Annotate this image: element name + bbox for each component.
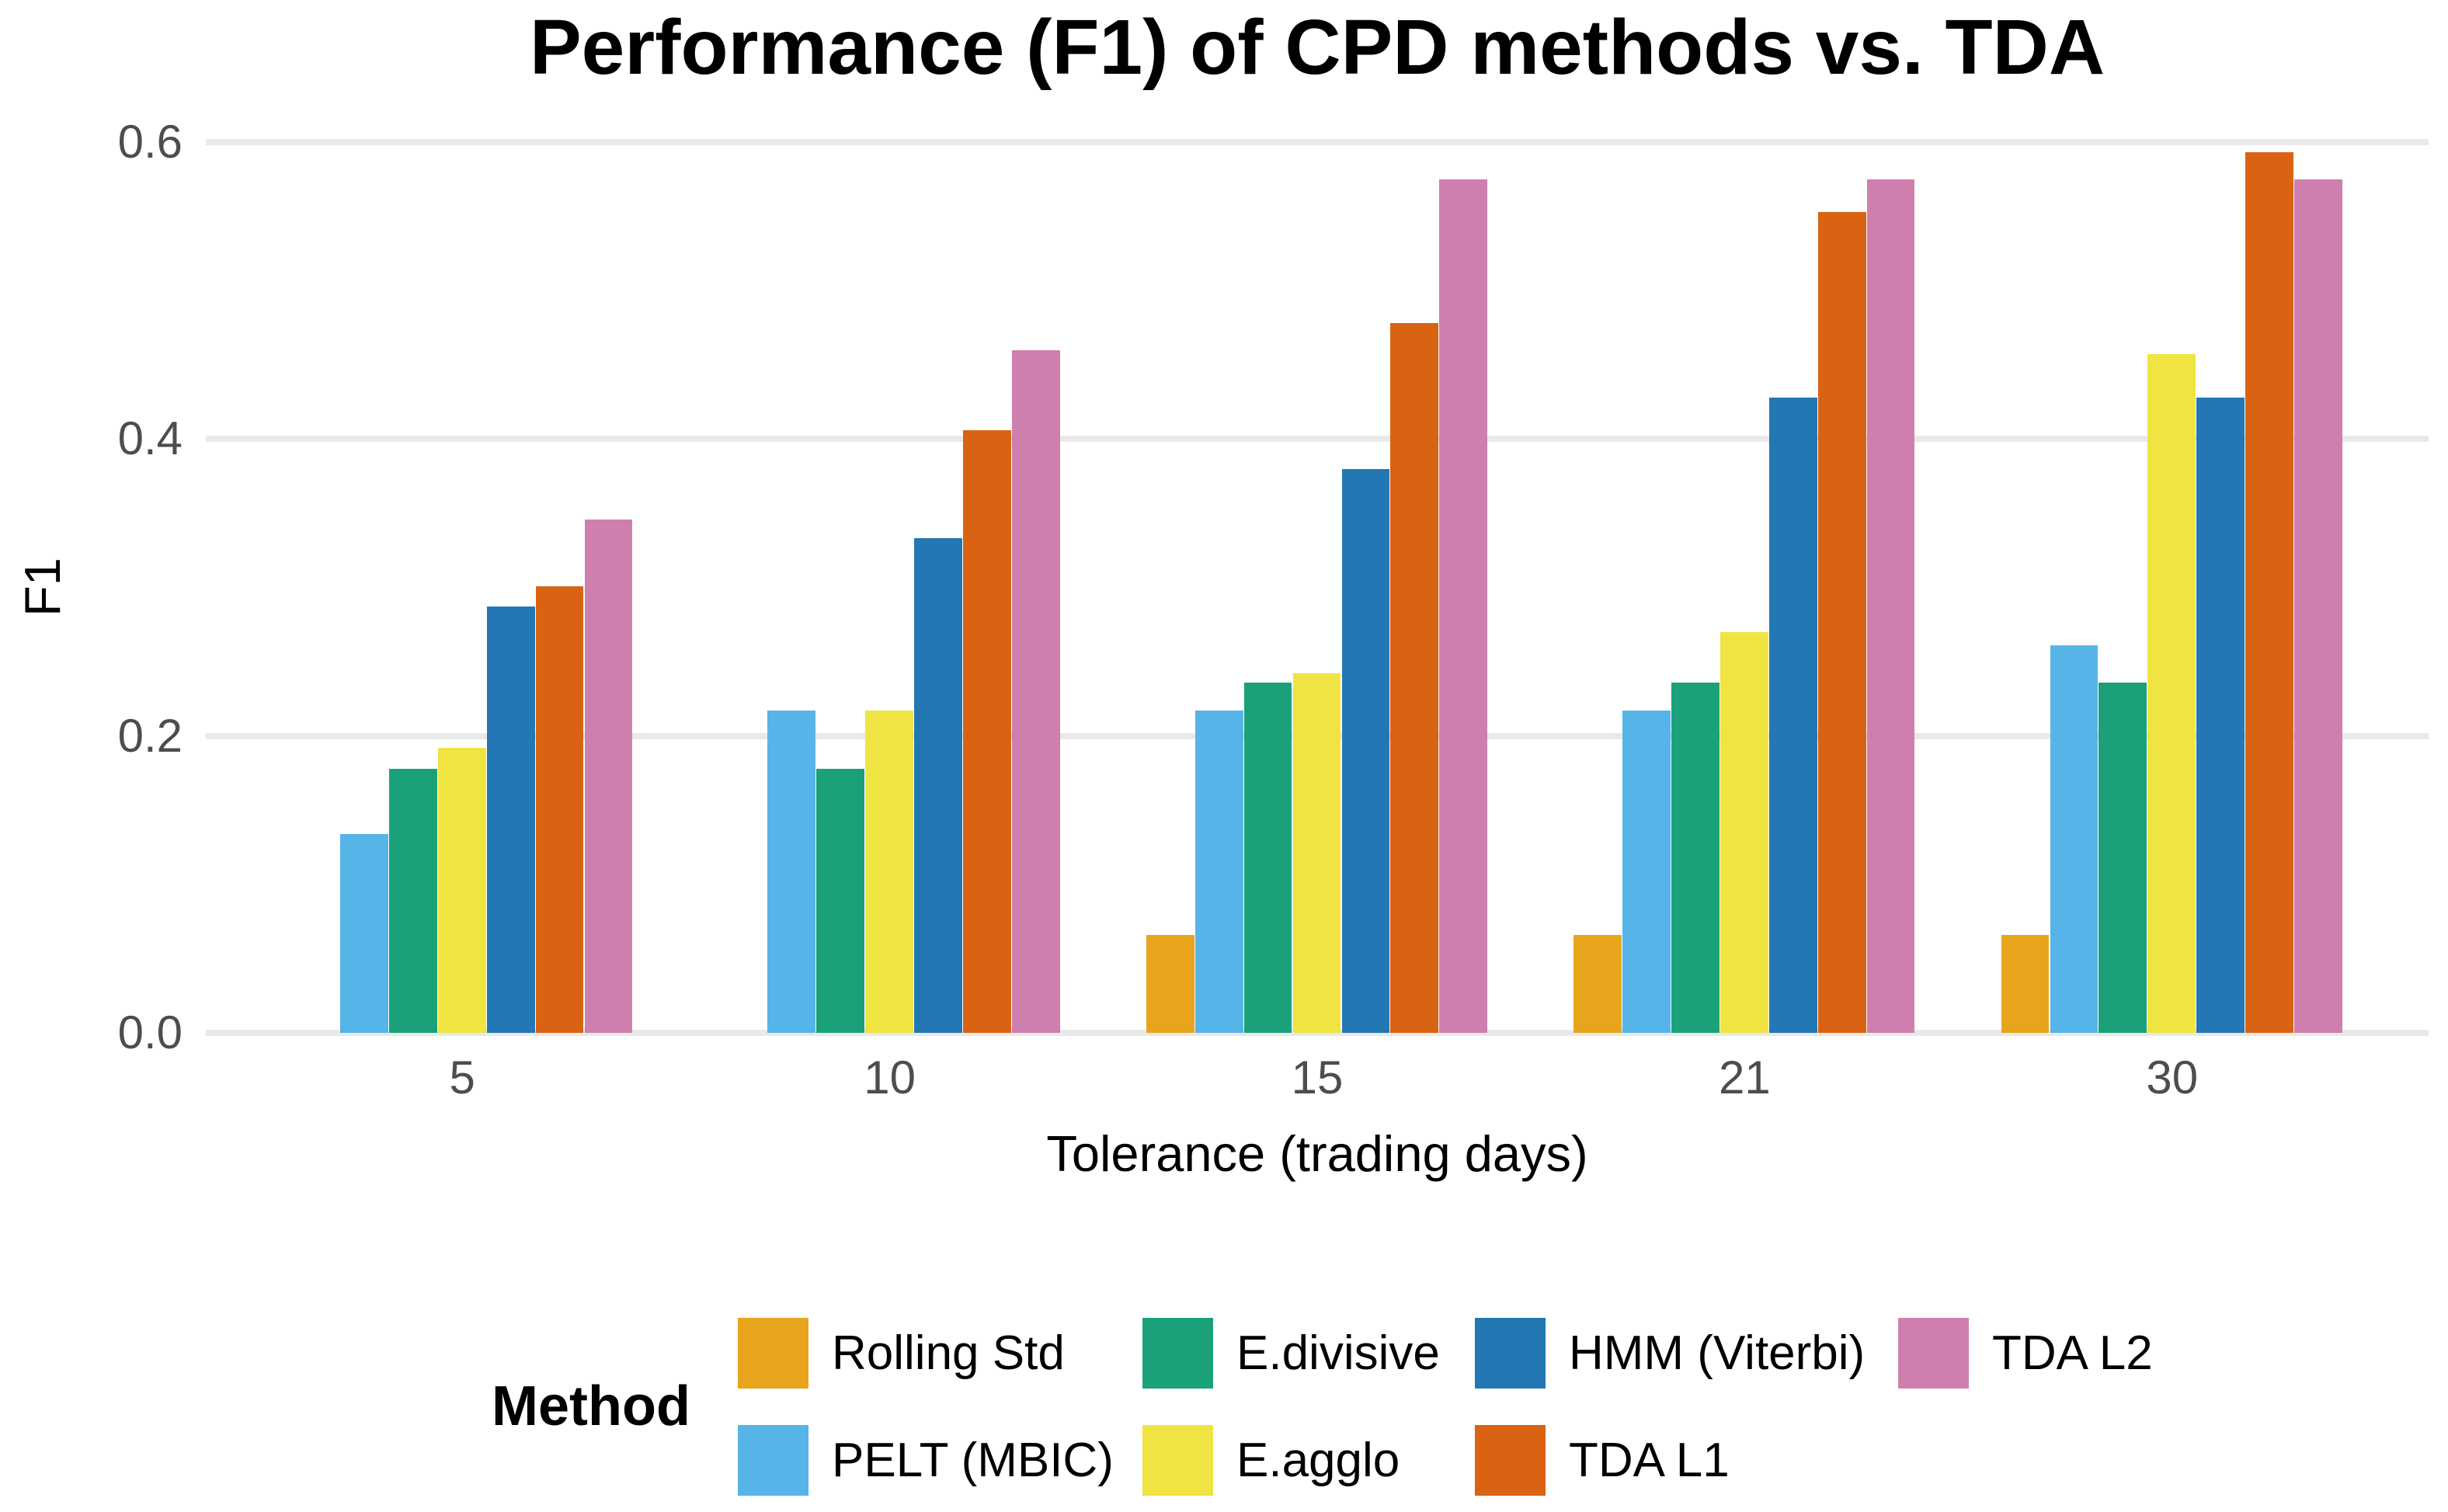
gridline: [206, 139, 2429, 145]
bar: [1011, 349, 1060, 1033]
legend-title: Method: [492, 1375, 690, 1437]
legend-item-label: TDA L1: [1569, 1434, 1730, 1487]
y-tick-label: 0.2: [117, 709, 183, 762]
legend-item: Rolling Std: [738, 1318, 1142, 1389]
legend-item: E.divisive: [1142, 1318, 1475, 1389]
legend-key: [738, 1425, 808, 1496]
bar: [1439, 179, 1488, 1033]
legend-item: TDA L2: [1898, 1318, 2224, 1389]
legend-item: PELT (MBIC): [738, 1425, 1142, 1496]
x-axis-title: Tolerance (trading days): [1046, 1125, 1588, 1182]
legend-item-label: Rolling Std: [832, 1326, 1065, 1380]
bar: [1817, 211, 1866, 1033]
legend-key: [1142, 1425, 1213, 1496]
bar: [1622, 711, 1671, 1033]
legend-item: TDA L1: [1475, 1425, 1898, 1496]
legend-item-label: E.divisive: [1236, 1326, 1440, 1380]
legend-key: [1898, 1318, 1969, 1389]
bar: [437, 748, 486, 1033]
x-tick-label: 15: [1291, 1051, 1344, 1104]
bar: [1292, 673, 1341, 1033]
bar: [2196, 397, 2245, 1033]
legend-item-label: HMM (Viterbi): [1569, 1326, 1866, 1380]
legend-item: E.agglo: [1142, 1425, 1475, 1496]
bar: [1720, 631, 1768, 1033]
bar: [1146, 934, 1194, 1033]
bar: [1866, 179, 1915, 1033]
bar: [388, 768, 437, 1033]
bar: [1573, 934, 1622, 1033]
legend-key: [1142, 1318, 1213, 1389]
bar: [2147, 354, 2196, 1033]
x-tick-label: 10: [864, 1051, 916, 1104]
bar: [963, 429, 1011, 1033]
bar: [486, 607, 535, 1033]
bar: [1194, 711, 1243, 1033]
bar: [914, 538, 962, 1033]
bar: [1341, 468, 1390, 1033]
bar: [1768, 397, 1817, 1033]
x-tick-label: 30: [2146, 1051, 2199, 1104]
bar: [767, 711, 816, 1033]
y-tick-label: 0.4: [117, 412, 183, 465]
bar: [584, 519, 633, 1033]
bar: [1243, 682, 1292, 1033]
legend-item-label: E.agglo: [1236, 1434, 1400, 1487]
legend-key: [1475, 1318, 1546, 1389]
bar: [340, 833, 388, 1033]
bar: [535, 586, 584, 1033]
bar: [2099, 682, 2147, 1033]
legend-item-label: TDA L2: [1992, 1326, 2153, 1380]
bar: [2245, 152, 2293, 1033]
legend-key: [1475, 1425, 1546, 1496]
bar: [816, 768, 865, 1033]
x-tick-label: 5: [449, 1051, 475, 1104]
bar: [1390, 323, 1439, 1033]
legend-key: [738, 1318, 808, 1389]
bar: [2294, 179, 2342, 1033]
gridline: [206, 436, 2429, 443]
bar: [865, 711, 914, 1033]
legend: Rolling Std PELT (MBIC) E.divisive E.agglo H…: [738, 1318, 2224, 1496]
gridline: [206, 1030, 2429, 1036]
y-tick-label: 0.0: [117, 1006, 183, 1058]
legend-item: HMM (Viterbi): [1475, 1318, 1898, 1389]
bar: [2050, 645, 2099, 1033]
bar: [1671, 682, 1720, 1033]
chart-title: Performance (F1) of CPD methods vs. TDA: [529, 4, 2105, 91]
y-tick-label: 0.6: [117, 116, 183, 168]
x-tick-label: 21: [1719, 1051, 1771, 1104]
bar: [2001, 934, 2050, 1033]
legend-item-label: PELT (MBIC): [832, 1434, 1114, 1487]
